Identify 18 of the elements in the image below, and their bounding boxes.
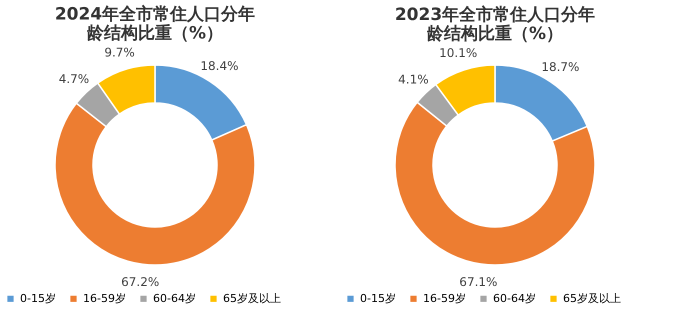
data-label: 18.4% bbox=[200, 59, 239, 74]
chart-title: 2023年全市常住人口分年龄结构比重（%） bbox=[394, 4, 596, 44]
data-label: 18.7% bbox=[541, 60, 580, 74]
data-label: 4.7% bbox=[58, 72, 90, 86]
legend-label: 65岁及以上 bbox=[563, 292, 621, 305]
legend-label: 60-64岁 bbox=[493, 292, 536, 305]
data-label: 4.1% bbox=[398, 72, 429, 87]
data-label: 10.1% bbox=[439, 46, 478, 60]
chart-title: 2024年全市常住人口分年龄结构比重（%） bbox=[54, 4, 256, 44]
data-label: 9.7% bbox=[104, 45, 135, 60]
legend-label: 16-59岁 bbox=[83, 292, 126, 305]
legend-label: 60-64岁 bbox=[153, 292, 196, 305]
legend-label: 16-59岁 bbox=[423, 292, 466, 305]
data-label: 67.2% bbox=[121, 275, 160, 290]
legend-label: 65岁及以上 bbox=[223, 292, 281, 305]
legend-label: 0-15岁 bbox=[360, 292, 396, 305]
data-label: 67.1% bbox=[459, 274, 498, 289]
legend-label: 0-15岁 bbox=[20, 292, 56, 305]
